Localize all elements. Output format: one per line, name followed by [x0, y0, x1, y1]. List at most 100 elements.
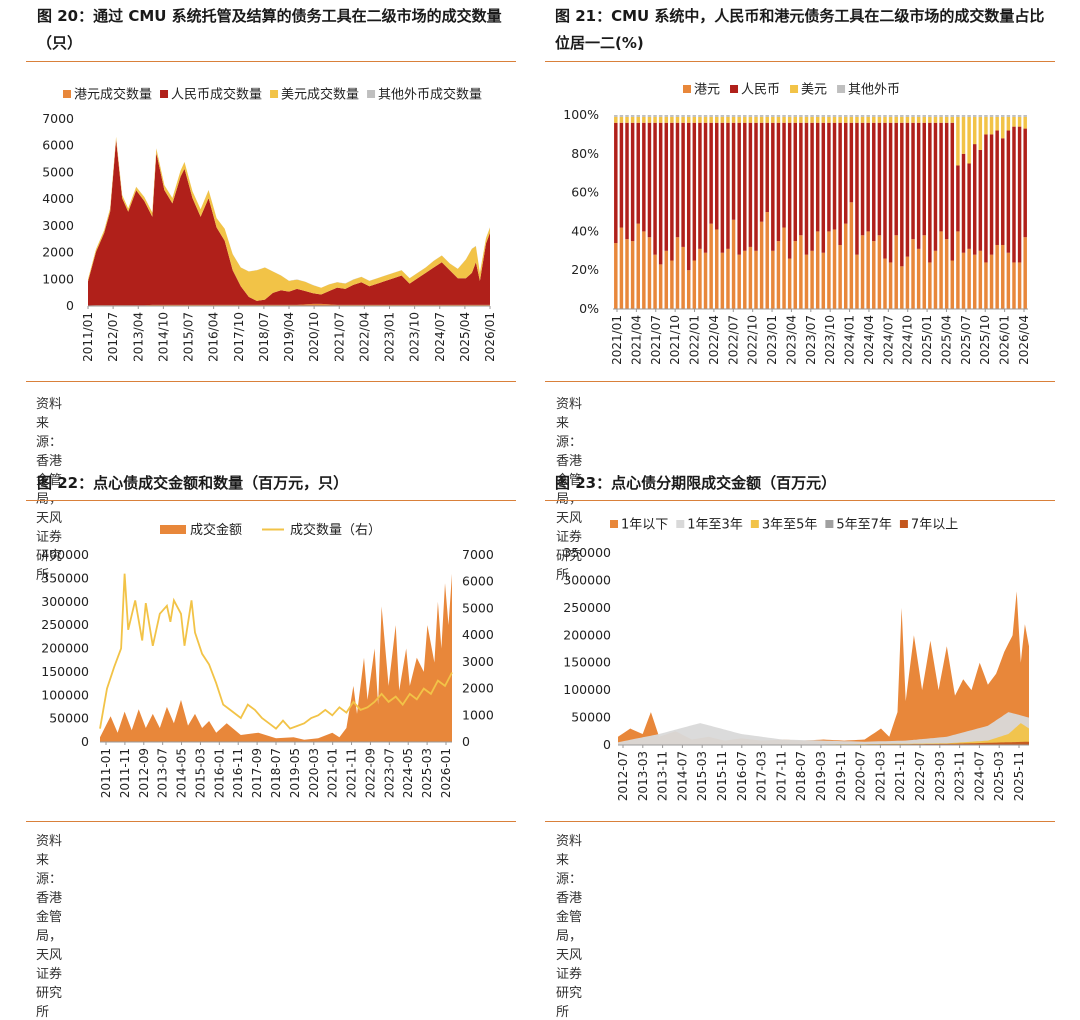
bar-rmb — [984, 134, 988, 263]
x-tick-label: 2014-07 — [675, 751, 689, 801]
x-tick-label: 2012-09 — [137, 748, 151, 798]
bar-rmb — [619, 122, 624, 228]
y-tick-label: 100% — [563, 107, 599, 122]
bar-usd — [787, 116, 792, 123]
bar-rmb — [670, 122, 674, 261]
y-tick-label: 100000 — [41, 687, 89, 702]
x-tick-label: 2011/01 — [81, 312, 95, 362]
bar-rmb — [956, 165, 960, 232]
legend-label: 成交数量（右） — [290, 522, 381, 538]
source-note: 资料来源：香港金管局，天风证券研究所 — [556, 397, 583, 583]
x-tick-label: 2022/07 — [726, 315, 740, 365]
x-tick-label: 2017-09 — [250, 748, 264, 798]
bar-hkd — [894, 235, 898, 309]
bar-rmb — [961, 153, 966, 253]
legend-label: 美元成交数量 — [281, 87, 359, 103]
bar-usd — [636, 116, 640, 123]
bar-usd — [944, 116, 949, 123]
bar-hkd — [703, 252, 708, 309]
bar-rmb — [720, 122, 725, 253]
bar-hkd — [692, 260, 697, 309]
bar-usd — [928, 116, 932, 123]
bar-rmb — [737, 122, 741, 255]
bar-hkd — [967, 248, 971, 309]
bar-other — [888, 115, 893, 117]
x-tick-label: 2015/07 — [182, 312, 196, 362]
bar-usd — [720, 116, 725, 123]
bar-rmb — [731, 122, 736, 220]
bar-usd — [658, 116, 663, 123]
bar-usd — [776, 116, 781, 123]
bar-usd — [883, 116, 887, 123]
bar-hkd — [614, 243, 618, 309]
y-tick-label: 80% — [571, 146, 599, 161]
bar-usd — [956, 116, 960, 166]
bar-other — [1017, 115, 1022, 117]
bar-usd — [625, 116, 629, 123]
bar-rmb — [759, 122, 764, 222]
y-tick-label: 150000 — [563, 655, 611, 670]
bar-usd — [877, 116, 882, 123]
chart-22-svg: 成交金额 成交数量（右）05000010000015000020000025000… — [41, 522, 494, 798]
legend-label: 港元 — [694, 83, 720, 98]
bar-other — [799, 115, 803, 117]
bar-other — [815, 115, 820, 117]
x-tick-label: 2024/07 — [881, 315, 895, 365]
bar-usd — [748, 116, 753, 123]
x-tick-label: 2017-11 — [774, 751, 788, 801]
bar-other — [765, 115, 769, 117]
legend-label: 人民币 — [741, 83, 780, 98]
bar-hkd — [939, 231, 943, 309]
bar-hkd — [681, 246, 685, 309]
y-tick-label: 200000 — [563, 627, 611, 642]
bar-other — [731, 115, 736, 117]
x-tick-label: 2019-11 — [834, 751, 848, 801]
bar-rmb — [787, 122, 792, 259]
y-tick-label: 50000 — [49, 711, 89, 726]
line-count — [99, 573, 453, 730]
chart-title: 图 23：点心债分期限成交金额（百万元） — [555, 474, 837, 492]
bar-rmb — [675, 122, 680, 238]
bar-usd — [675, 116, 680, 123]
bar-rmb — [636, 122, 640, 224]
bar-rmb — [1017, 126, 1022, 263]
bar-other — [625, 115, 629, 117]
bar-hkd — [838, 244, 842, 309]
bar-rmb — [686, 122, 691, 271]
bar-other — [1023, 115, 1027, 117]
x-tick-label: 2013-11 — [656, 751, 670, 801]
bar-hkd — [888, 262, 893, 309]
bar-usd — [905, 116, 910, 123]
bar-other — [1006, 115, 1011, 117]
bar-other — [692, 115, 697, 117]
bar-hkd — [776, 241, 781, 309]
bar-rmb — [933, 122, 938, 251]
bar-usd — [743, 116, 747, 123]
x-tick-label: 2024-07 — [972, 751, 986, 801]
bar-other — [832, 115, 837, 117]
bar-rmb — [995, 130, 999, 245]
bar-usd — [911, 116, 915, 123]
bar-hkd — [793, 241, 798, 309]
x-tick-label: 2012/07 — [106, 312, 120, 362]
y-tick-label: 5000 — [462, 600, 494, 615]
source-divider — [545, 381, 1055, 382]
bar-hkd — [944, 239, 949, 309]
bar-other — [900, 115, 904, 117]
bar-rmb — [698, 122, 702, 249]
bar-other — [670, 115, 674, 117]
source-note: 资料来源：香港金管局，天风证券研究所 — [36, 834, 63, 1020]
bar-usd — [754, 116, 758, 123]
bar-other — [630, 115, 635, 117]
bar-other — [614, 115, 618, 117]
bar-hkd — [799, 235, 803, 309]
bar-other — [737, 115, 741, 117]
x-tick-label: 2013-07 — [156, 748, 170, 798]
bar-other — [872, 115, 876, 117]
bar-rmb — [726, 122, 730, 249]
bar-hkd — [1017, 262, 1022, 309]
bar-hkd — [782, 227, 786, 309]
x-tick-label: 2024-05 — [401, 748, 415, 798]
x-tick-label: 2016/04 — [207, 312, 221, 362]
bar-usd — [933, 116, 938, 123]
